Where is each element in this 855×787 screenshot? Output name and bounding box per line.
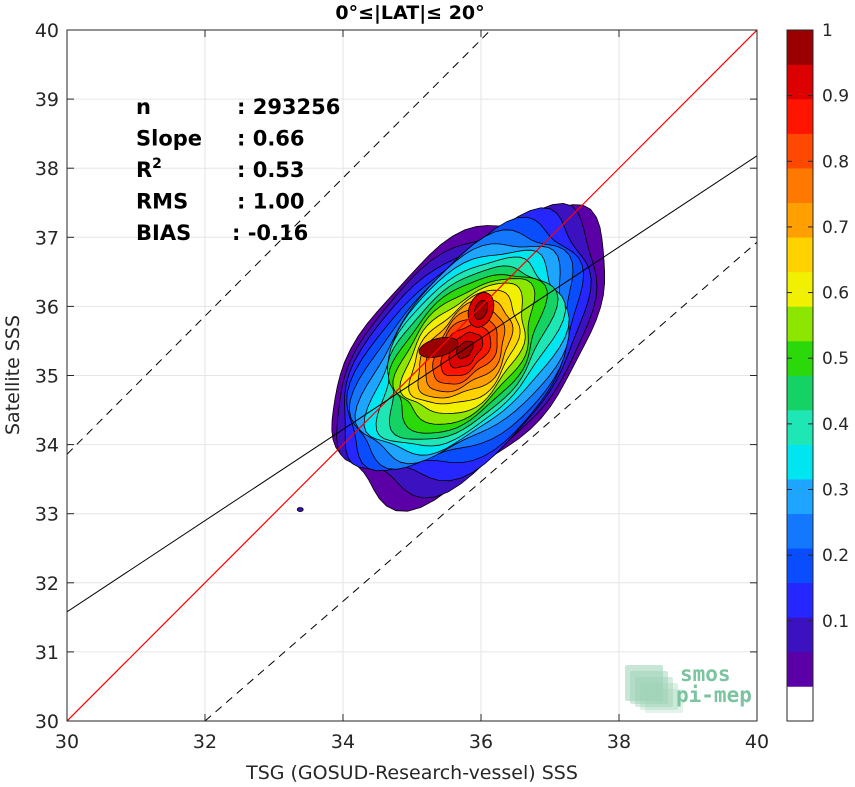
identity-line [67, 30, 757, 721]
colorbar-segment [787, 479, 813, 514]
lower-bound-line [204, 241, 757, 721]
contour-isolated [296, 507, 304, 512]
colorbar-segment [787, 582, 813, 618]
stat-label: R2 [136, 156, 162, 182]
colorbar-tick-label: 0.8 [822, 152, 849, 172]
colorbar-frame [786, 29, 814, 722]
colorbar-segment [787, 30, 813, 65]
logo-wave [635, 677, 673, 707]
x-tick-label: 32 [193, 731, 217, 753]
colorbar-segment [787, 444, 813, 480]
colorbar-segment [787, 410, 813, 445]
colorbar-segment [787, 375, 813, 411]
y-tick-label: 36 [35, 296, 59, 318]
stat-value: : 1.00 [237, 190, 305, 214]
y-axis-ticks: 30 31 32 33 34 35 36 37 38 39 40 [35, 20, 757, 733]
reference-lines [67, 30, 757, 721]
x-tick-label: 40 [745, 731, 769, 753]
colorbar-tick-label: 0.1 [822, 612, 849, 632]
colorbar-tick-label: 0.9 [822, 87, 849, 107]
colorbar-tick-label: 1 [822, 21, 833, 41]
stat-label: RMS [136, 190, 188, 214]
colorbar-segment [787, 64, 813, 100]
contour-peak [418, 336, 459, 358]
x-tick-label: 30 [55, 731, 79, 753]
stat-value: : -0.16 [232, 221, 308, 245]
fit-line [67, 155, 757, 613]
colorbar-segment [787, 513, 813, 549]
colorbar-tick-label: 0.4 [822, 415, 849, 435]
y-tick-label: 30 [35, 711, 59, 733]
y-tick-label: 39 [35, 89, 59, 111]
y-tick-label: 35 [35, 366, 59, 388]
logo-wave [645, 689, 683, 713]
logo-text-pimep: pi-mep [676, 683, 752, 707]
colorbar-segment [787, 271, 813, 307]
colorbar-tick-label: 0.5 [822, 349, 849, 369]
colorbar: 0.1 0.2 0.3 0.4 0.5 0.6 0.7 0.8 0.9 1 [786, 21, 849, 722]
y-tick-label: 40 [35, 20, 59, 42]
logo-wave [625, 665, 663, 701]
statistics-box: n : 293256 Slope : 0.66 R2 : 0.53 RMS : 1.00 BIA… [136, 95, 340, 245]
x-axis-ticks: 30 32 34 36 38 40 [55, 30, 769, 753]
x-tick-label: 38 [607, 731, 631, 753]
logo-text-smos: smos [680, 662, 731, 686]
chart-title: 0°≤|LAT|≤ 20° [335, 2, 484, 24]
x-tick-label: 36 [469, 731, 493, 753]
colorbar-tick-label: 0.3 [822, 481, 849, 501]
colorbar-segment [787, 651, 813, 687]
y-tick-label: 31 [35, 642, 59, 664]
colorbar-segment [787, 237, 813, 273]
stat-label: Slope [136, 127, 202, 151]
colorbar-segment [787, 133, 813, 169]
colorbar-segment [787, 686, 813, 722]
y-tick-label: 38 [35, 158, 59, 180]
stat-value: : 0.66 [237, 127, 305, 151]
logo-wave [630, 671, 668, 704]
y-tick-label: 34 [35, 435, 59, 457]
x-axis-label: TSG (GOSUD-Research-vessel) SSS [245, 762, 578, 784]
y-axis-label: Satellite SSS [2, 315, 24, 435]
y-tick-label: 37 [35, 227, 59, 249]
stat-value: : 293256 [237, 95, 340, 119]
colorbar-tick-label: 0.2 [822, 546, 849, 566]
y-tick-label: 32 [35, 573, 59, 595]
colorbar-segment [787, 548, 813, 584]
stat-label: BIAS [136, 221, 191, 245]
density-contours [296, 202, 605, 512]
colorbar-segment [787, 99, 813, 134]
x-tick-label: 34 [331, 731, 355, 753]
y-tick-label: 33 [35, 504, 59, 526]
colorbar-segment [787, 168, 813, 204]
stat-label: n [136, 95, 151, 119]
colorbar-tick-label: 0.7 [822, 218, 849, 238]
contour-peak [474, 299, 488, 320]
logo-wave [640, 683, 678, 710]
colorbar-segment [787, 617, 813, 653]
colorbar-segment [787, 306, 813, 342]
colorbar-segment [787, 202, 813, 238]
stat-value: : 0.53 [237, 158, 305, 182]
colorbar-tick-label: 0.6 [822, 284, 849, 304]
